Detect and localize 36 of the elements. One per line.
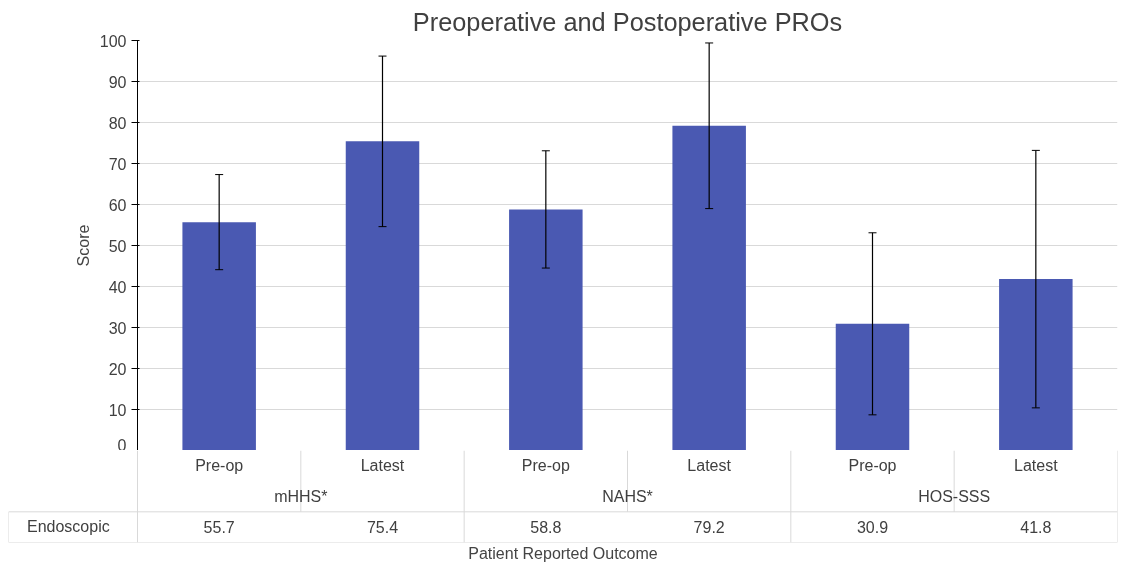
y-axis-title: Score (74, 224, 92, 267)
text: mHHS* (274, 488, 328, 505)
bar (835, 323, 910, 450)
bar (509, 209, 583, 450)
y-tick-label: 90 (108, 73, 127, 91)
y-tick-label: 50 (108, 237, 127, 255)
y-tick-label: 80 (108, 114, 127, 132)
y-tick-label: 70 (108, 155, 127, 173)
y-tick-label: 0 (117, 436, 127, 454)
bar (345, 141, 420, 450)
x-tick-label: Latest (1014, 457, 1059, 475)
data-label: 41.8 (1020, 519, 1052, 537)
text: HOS-SSS (918, 488, 991, 505)
chart-title: Preoperative and Postoperative PROs (412, 7, 843, 36)
text: Endoscopic (27, 518, 110, 536)
y-tick-label: 60 (108, 196, 127, 214)
x-tick-label: Pre-op (521, 457, 570, 475)
y-tick-label: 20 (108, 360, 127, 378)
data-label: 30.9 (856, 519, 889, 537)
data-label: 58.8 (530, 519, 562, 537)
y-tick-label: 30 (108, 319, 127, 337)
y-tick-label: 10 (108, 401, 127, 419)
x-tick-label: Latest (360, 457, 405, 475)
text: NAHS* (602, 488, 653, 505)
y-tick-label: 100 (99, 32, 127, 50)
bar (999, 279, 1073, 450)
data-label: 75.4 (366, 519, 399, 537)
data-label: 79.2 (693, 519, 725, 537)
x-tick-label: Pre-op (848, 457, 897, 475)
data-label: 55.7 (203, 519, 235, 537)
x-axis-title: Patient Reported Outcome (468, 544, 658, 562)
y-tick-label: 40 (108, 278, 127, 296)
x-tick-label: Pre-op (195, 457, 244, 475)
x-tick-label: Latest (687, 457, 732, 475)
bar (182, 222, 256, 450)
bar (672, 125, 746, 450)
